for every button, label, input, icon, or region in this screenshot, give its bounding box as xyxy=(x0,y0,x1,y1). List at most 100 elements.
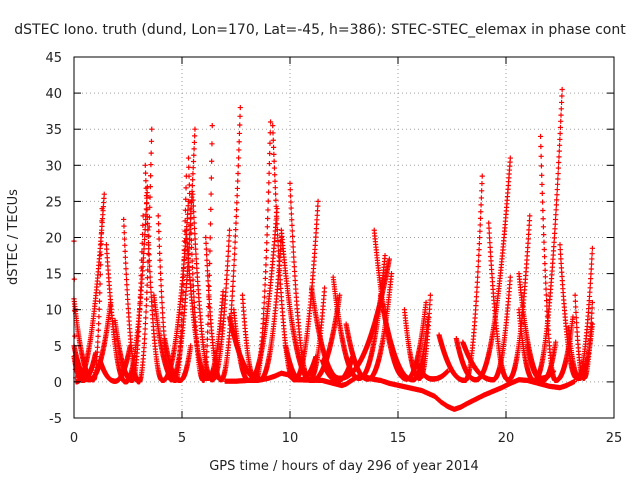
data-point xyxy=(541,246,547,253)
data-point xyxy=(266,160,273,167)
data-point xyxy=(556,142,563,148)
data-point xyxy=(553,212,559,218)
data-point xyxy=(124,282,130,288)
data-point xyxy=(233,227,239,233)
data-point xyxy=(527,213,533,219)
data-point xyxy=(540,224,547,230)
data-point xyxy=(189,183,195,189)
data-point xyxy=(507,155,513,161)
data-point xyxy=(526,231,532,237)
data-point xyxy=(121,230,127,236)
data-point xyxy=(204,263,210,269)
data-point xyxy=(261,294,268,300)
data-point xyxy=(588,261,595,267)
data-point xyxy=(155,221,162,227)
data-point xyxy=(95,339,101,345)
data-point xyxy=(191,146,197,152)
data-point xyxy=(292,268,298,275)
data-point xyxy=(479,180,485,187)
data-point xyxy=(486,235,493,241)
data-point xyxy=(137,287,144,293)
data-point xyxy=(190,191,196,197)
data-point xyxy=(189,264,196,271)
data-point xyxy=(147,269,153,275)
data-point xyxy=(477,228,483,234)
data-point xyxy=(207,221,214,227)
data-point xyxy=(206,287,212,293)
data-point xyxy=(189,258,195,264)
data-point xyxy=(543,280,549,286)
data-point xyxy=(236,147,242,153)
data-point xyxy=(555,170,561,177)
data-point xyxy=(551,239,557,245)
data-point xyxy=(263,269,269,275)
data-point xyxy=(224,263,231,269)
data-point xyxy=(272,191,279,197)
data-point xyxy=(204,336,210,342)
data-point xyxy=(557,136,563,143)
data-point xyxy=(427,297,433,303)
data-point xyxy=(558,112,564,118)
data-point xyxy=(95,333,101,339)
data-point xyxy=(191,225,198,232)
data-point xyxy=(587,280,593,286)
data-point xyxy=(572,298,579,304)
data-point xyxy=(142,326,148,332)
data-point xyxy=(206,292,212,298)
data-point xyxy=(144,190,150,196)
data-point xyxy=(554,181,561,187)
data-point xyxy=(554,192,560,198)
data-point xyxy=(552,226,558,232)
data-point xyxy=(235,178,241,184)
data-point xyxy=(207,235,213,241)
data-point xyxy=(205,273,211,279)
data-point xyxy=(473,294,480,300)
data-point xyxy=(155,213,161,219)
data-point xyxy=(157,264,163,270)
data-point xyxy=(233,213,239,220)
data-point xyxy=(205,283,211,289)
data-point xyxy=(204,268,211,274)
data-point xyxy=(237,113,243,119)
data-point xyxy=(183,185,189,191)
data-point xyxy=(209,141,215,147)
data-point xyxy=(291,254,297,260)
data-point xyxy=(160,315,166,321)
data-point xyxy=(193,260,200,267)
data-point xyxy=(270,137,276,143)
data-point xyxy=(477,222,483,228)
data-point xyxy=(103,242,109,248)
data-point xyxy=(538,153,544,159)
data-point xyxy=(148,150,154,156)
data-point xyxy=(205,278,211,284)
data-point xyxy=(589,251,595,257)
data-point xyxy=(224,267,230,274)
data-point xyxy=(208,175,214,181)
data-point xyxy=(148,173,154,179)
data-point xyxy=(587,289,593,295)
data-point xyxy=(146,257,152,264)
data-point xyxy=(557,246,563,253)
data-point xyxy=(72,333,78,339)
data-point xyxy=(141,246,147,252)
data-point xyxy=(226,238,232,244)
data-point xyxy=(473,298,479,304)
data-point xyxy=(537,133,544,140)
data-point xyxy=(267,150,273,157)
data-point xyxy=(232,233,239,239)
data-point xyxy=(541,231,547,238)
data-point xyxy=(540,216,546,222)
data-point xyxy=(233,220,239,226)
data-point xyxy=(263,255,269,261)
data-point xyxy=(558,256,564,262)
data-point xyxy=(289,222,295,228)
data-point xyxy=(136,318,142,324)
data-point xyxy=(143,216,149,223)
data-point xyxy=(539,181,545,188)
data-point xyxy=(138,280,144,286)
data-point xyxy=(209,122,215,129)
data-point xyxy=(260,316,266,322)
data-point xyxy=(204,343,210,349)
data-point xyxy=(478,209,484,215)
data-point xyxy=(539,172,545,178)
